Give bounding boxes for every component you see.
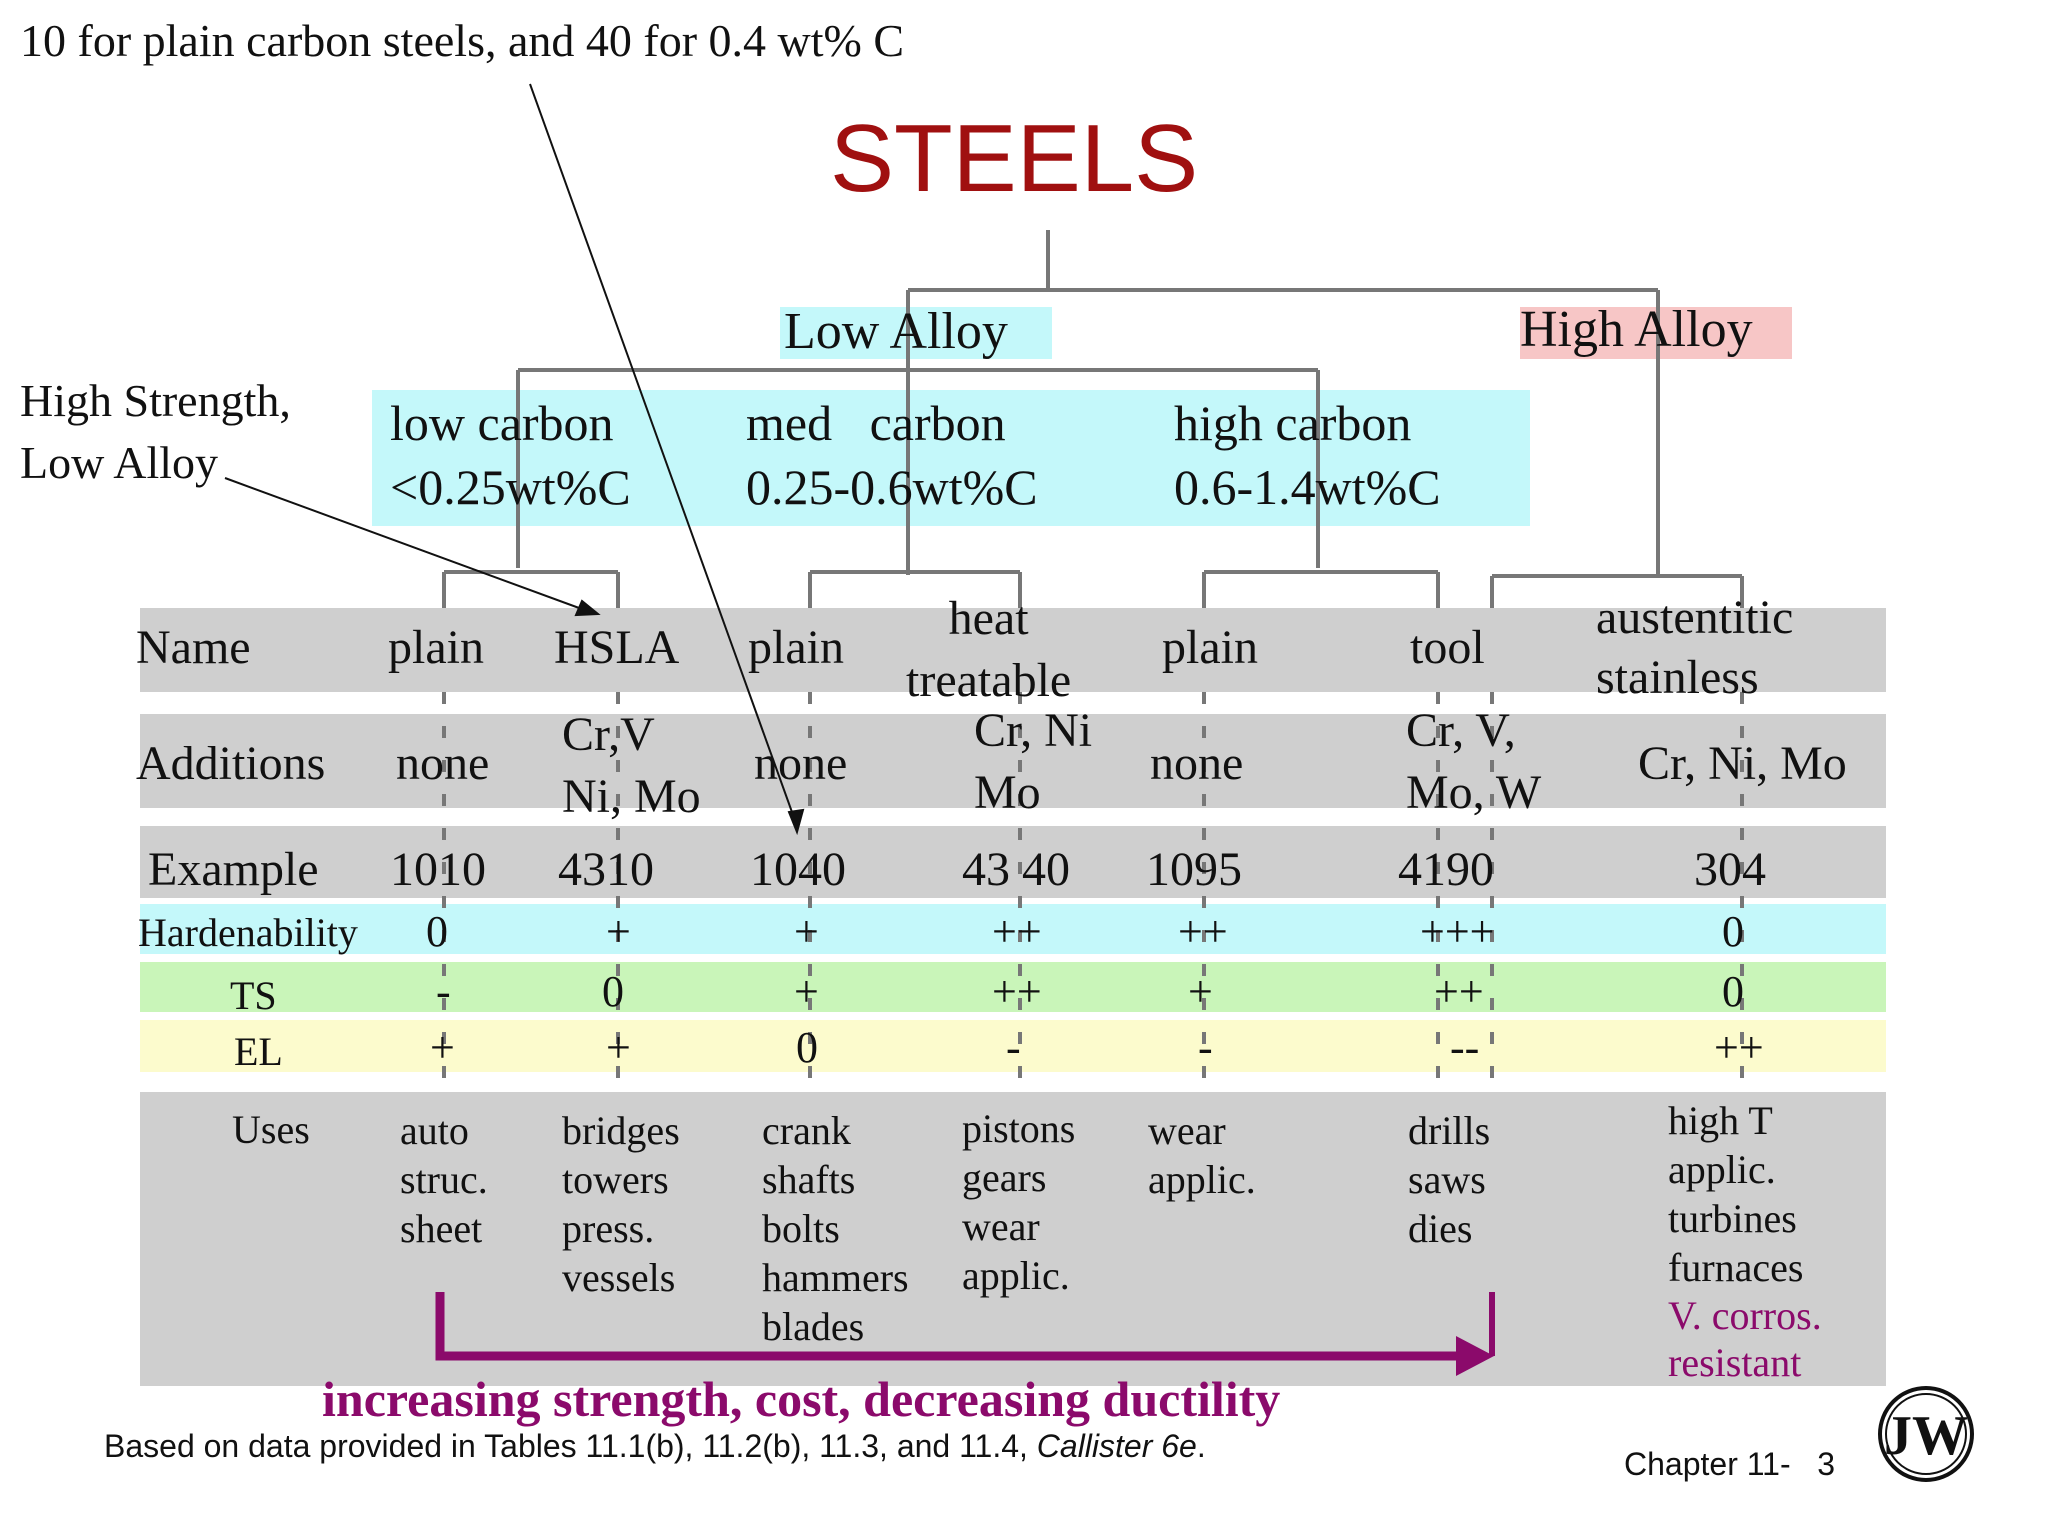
annotation-left: High Strength, Low Alloy: [20, 375, 291, 488]
col-3-hardenability: ++: [992, 907, 1042, 956]
med-carbon-branch: [808, 570, 1022, 608]
row-label-additions: Additions: [136, 737, 326, 790]
col-6-additions: Cr, Ni, Mo: [1638, 737, 1847, 790]
col-5-example: 4190: [1398, 843, 1494, 896]
col-3-el: -: [1006, 1023, 1021, 1072]
col-2-example: 1040: [750, 843, 846, 896]
row-el-band: [140, 1020, 1886, 1072]
row-name-band: [140, 608, 1886, 692]
col-5-hardenability: +++: [1420, 907, 1495, 956]
col-4-ts: +: [1188, 967, 1213, 1016]
med-carbon-range: 0.25-0.6wt%C: [746, 459, 1038, 515]
col-2-el: 0: [796, 1023, 818, 1072]
footnote-italic: Callister 6e: [1036, 1428, 1197, 1464]
col-1-additions: Cr,V Ni, Mo: [562, 708, 701, 823]
row-label-el: EL: [234, 1029, 283, 1074]
annotation-arrow-hsla: [224, 477, 591, 613]
col-3-additions: Cr, Ni Mo: [974, 704, 1093, 819]
col-4-uses: wear applic.: [1148, 1108, 1256, 1202]
row-additions-band: [140, 714, 1886, 808]
col-6-hardenability: 0: [1722, 907, 1744, 956]
row-label-ts: TS: [230, 973, 277, 1018]
col-5-name: tool: [1410, 621, 1485, 674]
col-0-example: 1010: [390, 843, 486, 896]
col-0-ts: -: [436, 967, 451, 1016]
col-6-uses: high T applic. turbines furnaces: [1668, 1098, 1804, 1290]
high-alloy-label: High Alloy: [1520, 301, 1753, 358]
col-2-name: plain: [748, 621, 844, 674]
increasing-arrow: [435, 1292, 1495, 1376]
col-6-uses-extra: V. corros. resistant: [1668, 1293, 1822, 1385]
high-carbon-name: high carbon: [1174, 395, 1412, 451]
high-carbon-range: 0.6-1.4wt%C: [1174, 459, 1441, 515]
low-carbon-range: <0.25wt%C: [390, 459, 631, 515]
publisher-logo: JW: [1876, 1382, 1976, 1486]
col-4-el: -: [1198, 1023, 1213, 1072]
col-2-additions: none: [754, 737, 848, 790]
row-hardenability-band: [140, 904, 1886, 954]
footnote-text: Based on data provided in Tables 11.1(b)…: [104, 1428, 1037, 1464]
low-alloy-highlight: [780, 307, 1052, 359]
col-6-ts: 0: [1722, 967, 1744, 1016]
row-label-hardenability: Hardenability: [138, 910, 358, 955]
col-4-name: plain: [1162, 621, 1258, 674]
chapter-label: Chapter 11- 3: [1624, 1446, 1836, 1482]
row-label-name: Name: [136, 621, 251, 674]
increasing-arrow-label: increasing strength, cost, decreasing du…: [322, 1371, 1281, 1427]
col-0-el: +: [430, 1023, 455, 1072]
col-6-el: ++: [1714, 1023, 1764, 1072]
col-0-uses: auto struc. sheet: [400, 1108, 488, 1251]
col-3-example: 43 40: [962, 843, 1070, 896]
low-carbon-branch: [442, 570, 620, 608]
col-4-example: 1095: [1146, 843, 1242, 896]
col-5-ts: ++: [1434, 967, 1484, 1016]
col-2-ts: +: [794, 967, 819, 1016]
high-carbon-branch: [1202, 570, 1440, 608]
col-4-hardenability: ++: [1178, 907, 1228, 956]
col-3-name: heat treatable: [906, 592, 1072, 707]
footnote: Based on data provided in Tables 11.1(b)…: [104, 1428, 1206, 1465]
col-1-example: 4310: [558, 843, 654, 896]
col-2-uses: crank shafts bolts hammers blades: [762, 1108, 909, 1349]
low-alloy-label: Low Alloy: [784, 303, 1008, 360]
row-example-band: [140, 826, 1886, 898]
col-3-uses: pistons gears wear applic.: [962, 1106, 1076, 1298]
row-label-example: Example: [148, 843, 319, 896]
col-1-ts: 0: [602, 967, 624, 1016]
annotation-top: 10 for plain carbon steels, and 40 for 0…: [20, 15, 905, 66]
jw-logo-icon: JW: [1878, 1386, 1974, 1482]
med-carbon-name: med carbon: [746, 395, 1006, 451]
col-5-additions: Cr, V, Mo, W: [1406, 704, 1542, 819]
col-0-hardenability: 0: [426, 907, 448, 956]
high-alloy-branch: [1490, 574, 1744, 608]
col-1-name: HSLA: [554, 621, 680, 674]
col-0-name: plain: [388, 621, 484, 674]
footnote-end: .: [1196, 1428, 1206, 1464]
low-carbon-name: low carbon: [390, 395, 614, 451]
col-4-additions: none: [1150, 737, 1244, 790]
row-label-uses: Uses: [232, 1107, 310, 1152]
col-6-example: 304: [1694, 843, 1766, 896]
page-title: STEELS: [830, 105, 1199, 212]
annotation-arrow-1040: [529, 83, 798, 827]
row-uses-band: [140, 1092, 1886, 1386]
col-5-uses: drills saws dies: [1408, 1108, 1491, 1251]
col-5-el: --: [1450, 1023, 1480, 1072]
col-1-el: +: [606, 1023, 631, 1072]
svg-text:JW: JW: [1884, 1405, 1968, 1467]
col-0-additions: none: [396, 737, 490, 790]
row-ts-band: [140, 962, 1886, 1012]
col-3-ts: ++: [992, 967, 1042, 1016]
col-1-hardenability: +: [606, 907, 631, 956]
col-1-uses: bridges towers press. vessels: [562, 1108, 680, 1300]
col-2-hardenability: +: [794, 907, 819, 956]
carbon-groups-box: [372, 390, 1530, 526]
col-6-name: austentitic stainless: [1596, 591, 1794, 704]
